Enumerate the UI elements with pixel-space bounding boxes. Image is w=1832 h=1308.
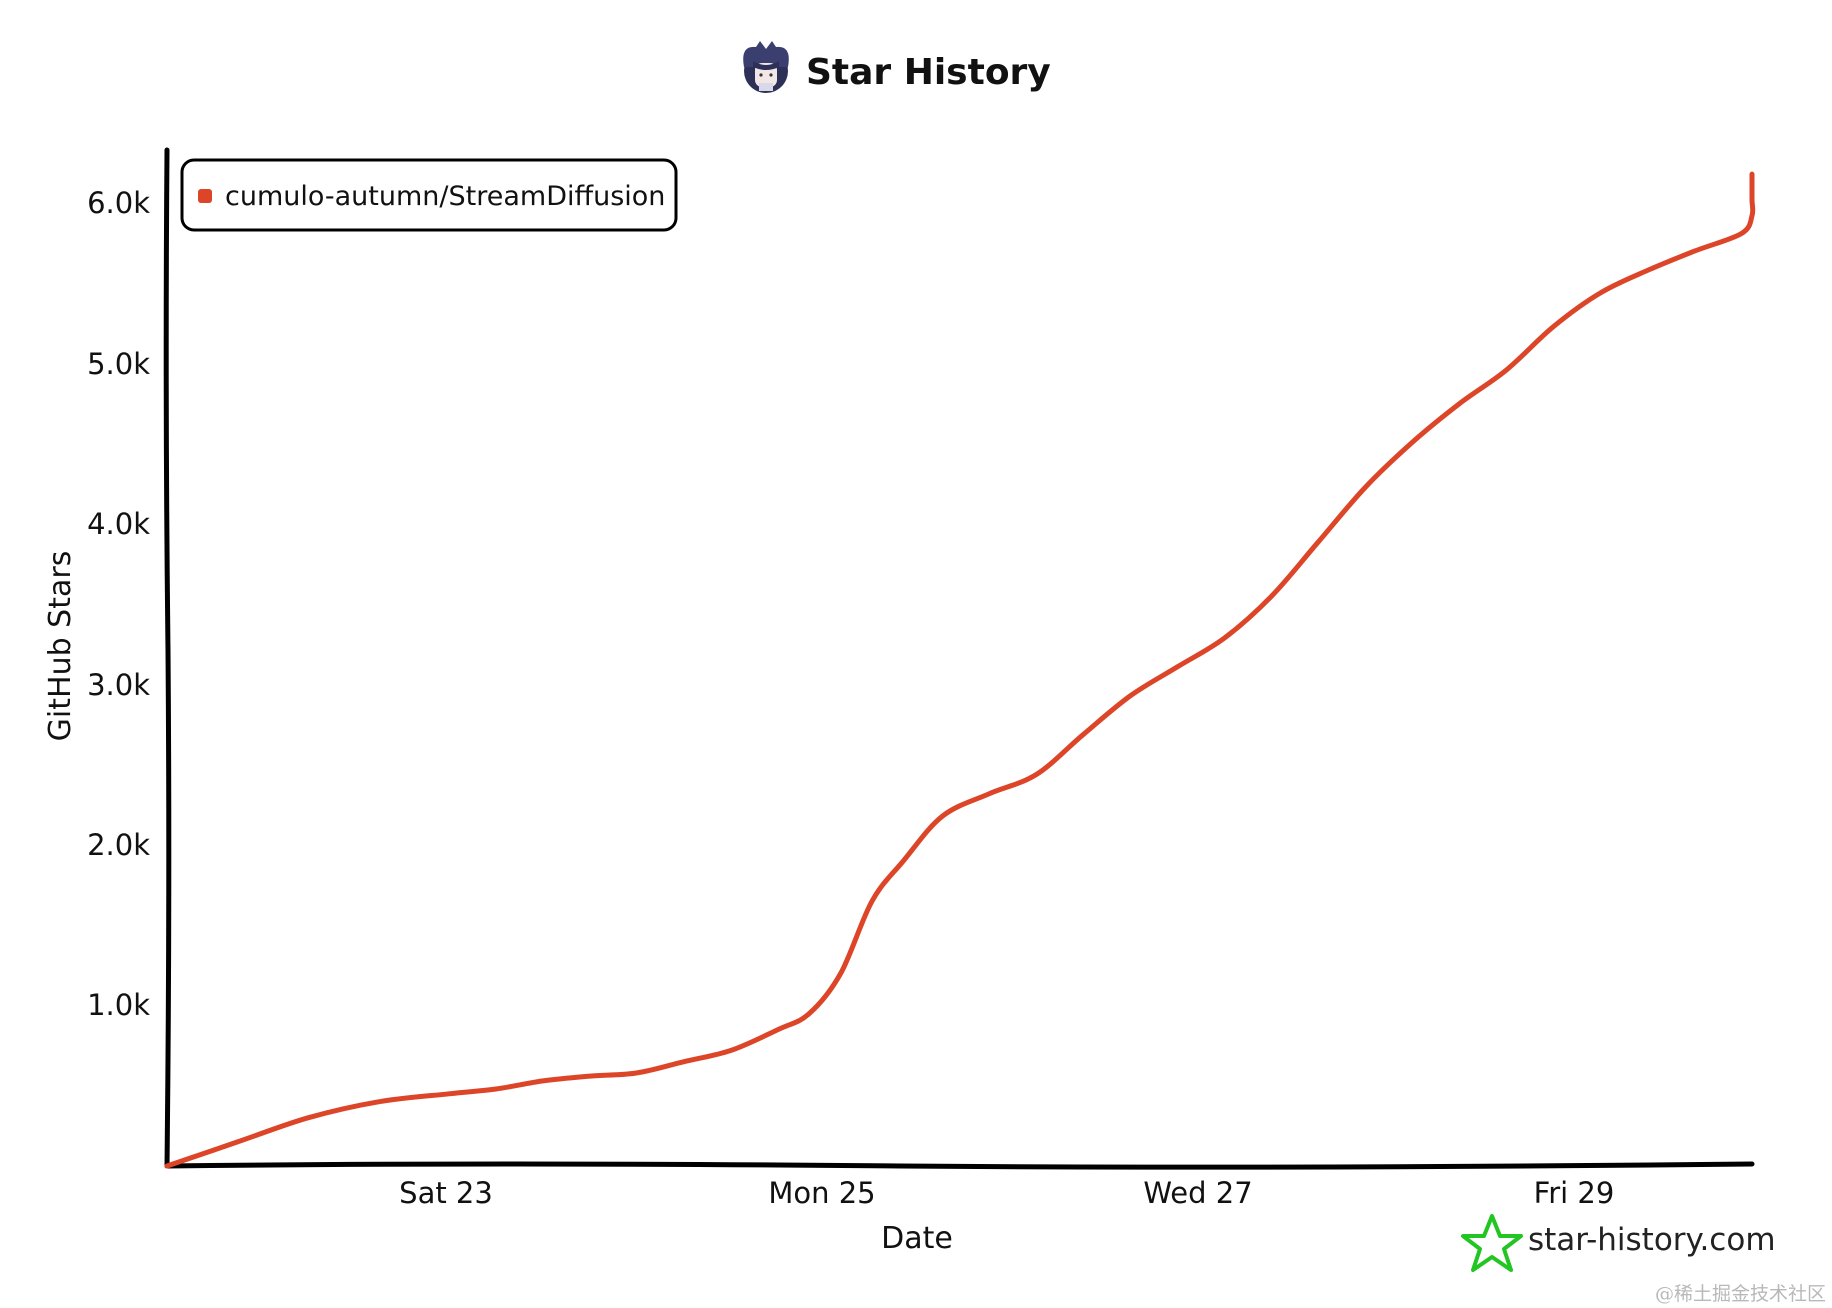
data-point: [1750, 214, 1754, 218]
x-tick-label: Sat 23: [399, 1176, 493, 1210]
data-point: [1223, 636, 1227, 640]
watermark-text: @稀土掘金技术社区: [1655, 1283, 1826, 1305]
brand-link-text[interactable]: star-history.com: [1528, 1222, 1776, 1258]
data-point: [236, 1140, 240, 1144]
data-point: [1364, 485, 1368, 489]
data-point: [1552, 325, 1556, 329]
star-outline-icon: [1461, 1214, 1523, 1272]
data-point: [941, 814, 945, 818]
y-tick-label: 2.0k: [87, 828, 150, 862]
legend-swatch: [198, 189, 212, 203]
data-point: [1693, 249, 1697, 253]
data-point: [988, 792, 992, 796]
y-tick-labels: 1.0k 2.0k 3.0k 4.0k 5.0k 6.0k: [87, 186, 150, 1022]
data-point: [1750, 172, 1754, 176]
chart-title: Star History: [806, 52, 1051, 93]
data-point: [635, 1071, 639, 1075]
data-point: [306, 1116, 310, 1120]
data-point: [807, 1012, 811, 1016]
data-point: [1129, 694, 1133, 698]
data-point: [1317, 540, 1321, 544]
data-point: [1035, 772, 1039, 776]
data-point: [1411, 440, 1415, 444]
data-point: [901, 859, 905, 863]
data-point: [377, 1100, 381, 1104]
x-axis-line: [164, 1161, 1755, 1170]
data-point: [776, 1028, 780, 1032]
y-tick-label: 6.0k: [87, 186, 150, 220]
data-point: [541, 1079, 545, 1083]
data-point: [1270, 594, 1274, 598]
anime-avatar-icon: [743, 41, 789, 93]
y-axis-line: [163, 147, 172, 1169]
data-point: [1750, 198, 1754, 202]
legend-box: [180, 158, 678, 232]
data-point: [1750, 182, 1754, 186]
y-tick-label: 5.0k: [87, 347, 150, 381]
data-point: [1646, 268, 1650, 272]
data-point: [1599, 291, 1603, 295]
data-point: [729, 1048, 733, 1052]
data-point: [1505, 368, 1509, 372]
data-point: [682, 1060, 686, 1064]
data-point: [1458, 402, 1462, 406]
data-point: [839, 971, 843, 975]
y-tick-label: 4.0k: [87, 507, 150, 541]
data-point: [1740, 232, 1744, 236]
x-tick-labels: Sat 23 Mon 25 Wed 27 Fri 29: [399, 1176, 1614, 1210]
legend-entry: cumulo-autumn/StreamDiffusion: [225, 181, 665, 212]
y-tick-label: 1.0k: [87, 988, 150, 1022]
y-axis-label: GitHub Stars: [43, 551, 78, 742]
data-point: [1176, 665, 1180, 669]
legend: cumulo-autumn/StreamDiffusion: [180, 158, 678, 232]
data-point: [447, 1092, 451, 1096]
series-line-streamdiffusion: [164, 171, 1756, 1169]
data-point: [1082, 732, 1086, 736]
y-tick-label: 3.0k: [87, 668, 150, 702]
x-axis-label: Date: [881, 1221, 953, 1256]
x-tick-label: Wed 27: [1143, 1176, 1252, 1210]
data-point: [165, 1164, 169, 1168]
data-point: [588, 1074, 592, 1078]
x-tick-label: Fri 29: [1534, 1176, 1615, 1210]
data-point: [494, 1087, 498, 1091]
star-history-link[interactable]: star-history.com: [1461, 1214, 1776, 1272]
x-tick-label: Mon 25: [768, 1176, 875, 1210]
data-point: [870, 899, 874, 903]
